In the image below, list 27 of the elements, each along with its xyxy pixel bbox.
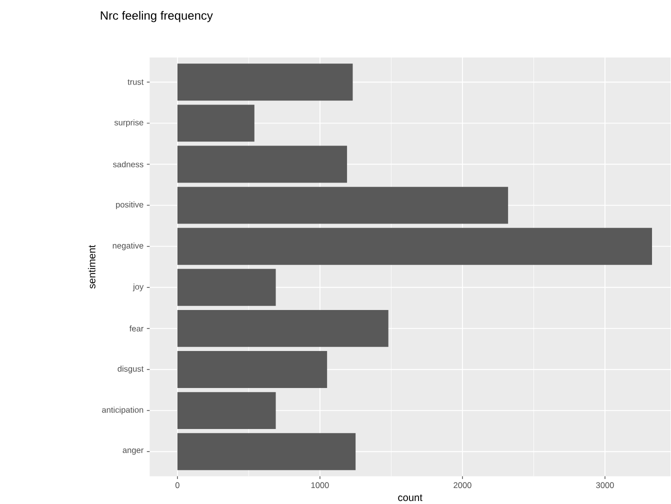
x-tick-label: 2000: [454, 482, 472, 488]
x-axis-title: count: [398, 494, 422, 502]
bar: [177, 392, 276, 429]
x-tick-label: 0: [175, 482, 180, 488]
bar: [177, 310, 388, 347]
bar: [177, 350, 328, 388]
y-tick-label: surprise: [114, 119, 144, 127]
y-tick-label: sadness: [113, 161, 144, 168]
bar: [177, 268, 276, 306]
bar: [177, 146, 348, 183]
bar: [177, 64, 353, 101]
bar: [177, 104, 254, 142]
bar: [177, 433, 356, 470]
x-tick-label: 1000: [311, 482, 329, 488]
y-axis-title: sentiment: [88, 244, 96, 288]
bar: [177, 228, 652, 265]
chart-title: Nrc feeling frequency: [100, 10, 213, 22]
y-tick-label: disgust: [118, 366, 144, 374]
y-tick-label: trust: [128, 79, 144, 85]
y-tick-label: joy: [132, 283, 144, 292]
y-tick-label: positive: [116, 201, 144, 210]
x-tick-label: 3000: [596, 482, 614, 488]
y-tick-label: anger: [122, 448, 144, 455]
y-tick-label: negative: [112, 242, 144, 250]
bar: [177, 186, 508, 224]
y-tick-label: anticipation: [102, 406, 144, 414]
y-tick-label: fear: [129, 325, 144, 332]
